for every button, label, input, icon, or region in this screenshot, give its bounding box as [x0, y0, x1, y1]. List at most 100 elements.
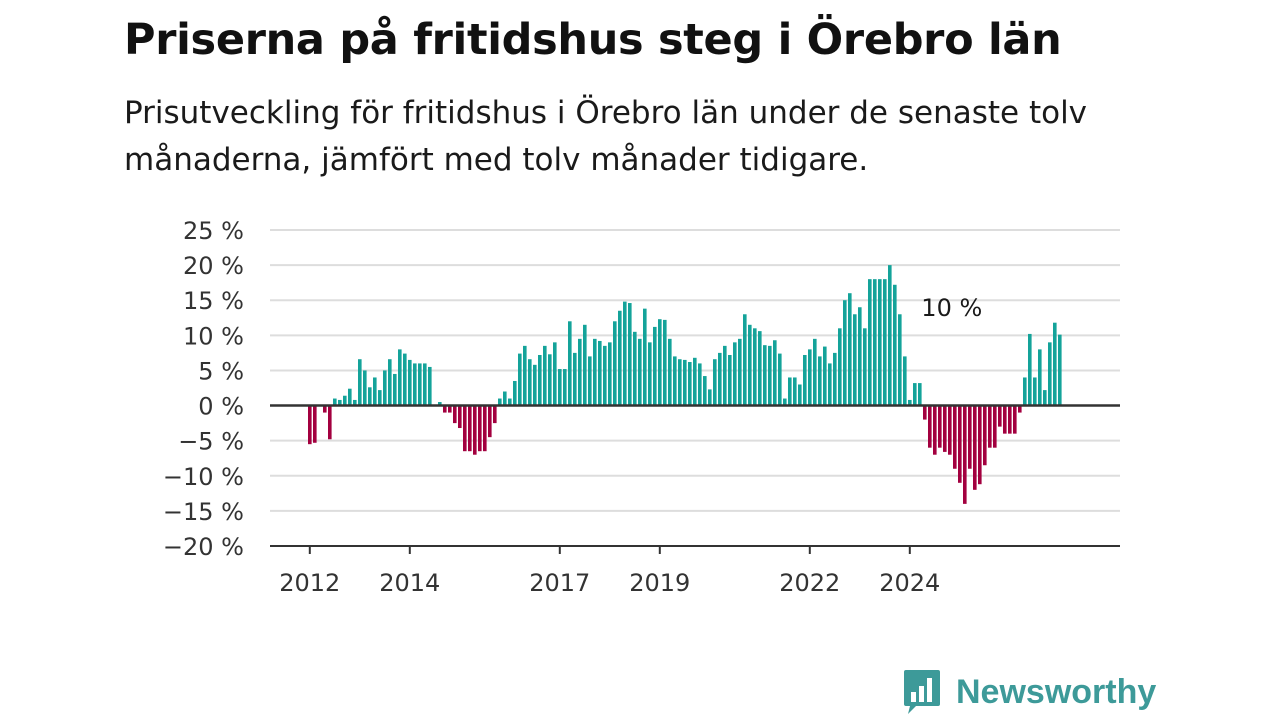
bar [558, 369, 562, 406]
bar [373, 377, 377, 406]
bar-chart-icon [904, 670, 940, 714]
bar [758, 331, 762, 406]
bar [838, 328, 842, 406]
bar [358, 359, 362, 406]
bar [498, 398, 502, 406]
bar [553, 342, 557, 406]
last-value-annotation: 10 % [921, 294, 982, 322]
bar [673, 356, 677, 406]
bar [818, 356, 822, 406]
axes [270, 404, 1120, 554]
x-tick-label: 2024 [879, 569, 940, 597]
chart-title: Priserna på fritidshus steg i Örebro län [124, 15, 1062, 65]
bar [543, 345, 547, 406]
bar [428, 366, 432, 406]
bar [513, 380, 517, 406]
bar [333, 398, 337, 406]
bar [878, 279, 882, 406]
bar [608, 342, 612, 406]
bar [713, 359, 717, 406]
bar [798, 384, 802, 406]
bar [323, 405, 327, 413]
bar [1038, 349, 1042, 406]
bar [478, 405, 482, 452]
bar [738, 338, 742, 406]
y-tick-label: 20 % [183, 252, 244, 280]
bar [493, 405, 497, 424]
y-tick-label: 10 % [183, 322, 244, 350]
bar [533, 364, 537, 406]
bar [718, 352, 722, 406]
bar [1058, 334, 1062, 406]
bar [988, 405, 992, 448]
y-tick-label: −10 % [163, 463, 244, 491]
bar [873, 279, 877, 406]
bar [978, 405, 982, 485]
bar [668, 338, 672, 406]
bar [638, 338, 642, 406]
bar [958, 405, 962, 483]
bar [528, 359, 532, 406]
bar [1003, 405, 1007, 434]
bar [938, 405, 942, 448]
bar [398, 349, 402, 406]
bar [693, 357, 697, 406]
bar [943, 405, 947, 452]
y-tick-label: 25 % [183, 217, 244, 245]
bar [368, 387, 372, 406]
bar [458, 405, 462, 429]
bar [633, 331, 637, 406]
bar [308, 405, 312, 445]
bar [593, 338, 597, 406]
y-tick-label: −5 % [178, 428, 244, 456]
bar [388, 359, 392, 406]
bar [1048, 342, 1052, 406]
bar [893, 284, 897, 406]
bar [843, 300, 847, 406]
bar [858, 307, 862, 406]
bar [743, 314, 747, 406]
bar [418, 363, 422, 406]
bar [848, 293, 852, 406]
bar [488, 405, 492, 438]
bar [573, 352, 577, 406]
bar [628, 303, 632, 406]
y-tick-label: 15 % [183, 287, 244, 315]
y-tick-label: −20 % [163, 533, 244, 561]
bar [1033, 377, 1037, 406]
bar [933, 405, 937, 455]
bar [1053, 322, 1057, 406]
bar [348, 388, 352, 406]
bar [648, 342, 652, 406]
bar [353, 399, 357, 406]
bar [618, 310, 622, 406]
bar [623, 301, 627, 406]
bar [828, 363, 832, 406]
bar [923, 405, 927, 420]
bar [483, 405, 487, 452]
bar [888, 265, 892, 406]
bar [853, 314, 857, 406]
bar [808, 349, 812, 406]
bar [463, 405, 467, 452]
bar [723, 345, 727, 406]
bar [768, 345, 772, 406]
bar [578, 338, 582, 406]
bar [908, 399, 912, 406]
bar [953, 405, 957, 469]
bar [793, 377, 797, 406]
bar [408, 359, 412, 406]
tick-labels: 25 % 20 % 15 % 10 % 5 % 0 % −5 % −10 % −15 % −20 … [163, 217, 982, 597]
bar [613, 321, 617, 406]
bar [773, 340, 777, 406]
bar [583, 324, 587, 406]
bar [983, 405, 987, 466]
bar [563, 369, 567, 406]
bar [1018, 405, 1022, 413]
bar [643, 308, 647, 406]
bar [658, 319, 662, 406]
bar [748, 324, 752, 406]
bar [678, 359, 682, 406]
x-tick-label: 2014 [379, 569, 440, 597]
